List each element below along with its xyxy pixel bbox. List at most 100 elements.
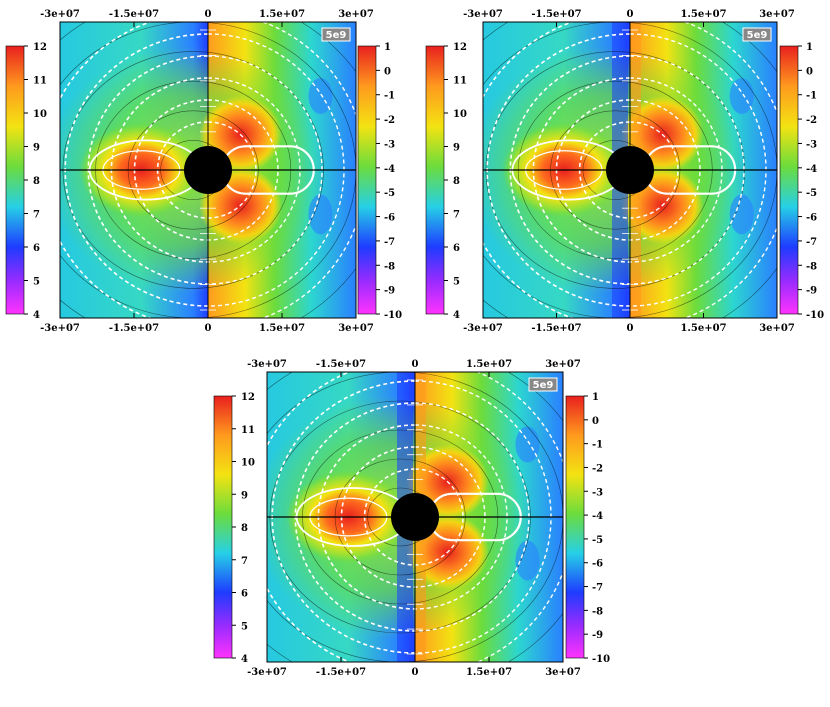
x-tick-label-top: 0 (627, 9, 634, 20)
left-colorbar (5, 45, 25, 315)
blue-streak-upper (729, 78, 754, 114)
plot-area (483, 22, 777, 318)
left-colorbar-label: 10 (453, 109, 467, 120)
left-colorbar-label: 4 (453, 310, 460, 321)
x-tick-label-top: -1.5e+07 (109, 9, 159, 20)
plot-area (267, 372, 563, 662)
right-colorbar-label: 0 (592, 416, 599, 427)
x-tick-label-top: 1.5e+07 (680, 9, 726, 20)
right-colorbar-label: -9 (592, 630, 603, 641)
time-badge-label: 5e9 (326, 30, 347, 41)
right-colorbar-label: -7 (384, 237, 395, 248)
right-colorbar-label: -6 (806, 213, 817, 224)
x-tick-label-bottom: 1.5e+07 (259, 323, 305, 334)
right-colorbar-label: -5 (384, 188, 395, 199)
right-colorbar-label: -4 (384, 164, 395, 175)
left-colorbar-label: 9 (33, 143, 40, 154)
central-body (606, 146, 654, 194)
left-colorbar-label: 6 (241, 589, 248, 600)
field-line-right (629, 77, 723, 263)
x-tick-label-bottom: 0 (205, 323, 212, 334)
x-tick-label-top: 3e+07 (759, 9, 795, 20)
x-tick-label-bottom: 3e+07 (338, 323, 374, 334)
time-badge-label: 5e9 (747, 30, 768, 41)
left-colorbar-label: 12 (241, 392, 255, 403)
right-colorbar-label: -3 (384, 139, 395, 150)
right-colorbar-label: -8 (806, 261, 817, 272)
time-badge (742, 27, 772, 42)
right-colorbar-label: -4 (806, 164, 817, 175)
right-colorbar-label: -4 (592, 511, 603, 522)
left-colorbar-label: 10 (241, 458, 255, 469)
right-colorbar-label: -3 (592, 487, 603, 498)
right-colorbar-label: -10 (806, 310, 824, 321)
left-colorbar (425, 45, 445, 315)
right-colorbar-label: 1 (384, 42, 391, 53)
right-colorbar-label: -3 (806, 139, 817, 150)
left-colorbar-label: 8 (453, 176, 460, 187)
panel-top-right: 5e9 -3e+07 -3e+07 -1.5e+07 -1.5e+07 0 0 1.5e+07… (425, 9, 824, 334)
left-colorbar-label: 12 (33, 42, 47, 53)
blue-streak-upper (515, 426, 540, 463)
right-colorbar-label: 0 (806, 66, 813, 77)
right-colorbar-label: -8 (384, 261, 395, 272)
x-tick-label-bottom: -1.5e+07 (109, 323, 159, 334)
left-colorbar-label: 10 (33, 109, 47, 120)
left-colorbar-label: 5 (33, 277, 40, 288)
right-colorbar-label: -10 (592, 654, 610, 665)
time-badge (321, 27, 351, 42)
field-line-right (261, 22, 356, 318)
left-colorbar-label: 4 (33, 310, 40, 321)
left-colorbar-label: 6 (453, 243, 460, 254)
blue-streak-lower (515, 540, 540, 581)
right-colorbar (357, 45, 377, 315)
x-tick-label-bottom: -3e+07 (463, 323, 503, 334)
x-tick-label-top: 3e+07 (338, 9, 374, 20)
x-tick-label-bottom: -3e+07 (40, 323, 80, 334)
left-colorbar-label: 9 (241, 490, 248, 501)
x-tick-label-bottom: -3e+07 (247, 667, 287, 678)
x-tick-label-bottom: 3e+07 (545, 667, 581, 678)
left-colorbar-label: 5 (453, 277, 460, 288)
field-line-right (414, 424, 508, 610)
x-tick-label-bottom: 0 (412, 667, 419, 678)
x-tick-label-bottom: -1.5e+07 (316, 667, 366, 678)
x-tick-label-bottom: 1.5e+07 (466, 667, 512, 678)
right-colorbar-label: -6 (592, 559, 603, 570)
field-line-right (475, 372, 563, 662)
right-colorbar-label: -9 (806, 286, 817, 297)
right-colorbar (565, 395, 585, 659)
right-colorbar-label: -10 (384, 310, 402, 321)
right-colorbar-label: 1 (592, 392, 599, 403)
left-colorbar-label: 7 (453, 210, 460, 221)
central-body (391, 493, 439, 541)
x-tick-label-top: 3e+07 (545, 359, 581, 370)
left-colorbar-label: 12 (453, 42, 467, 53)
right-colorbar (779, 45, 799, 315)
left-colorbar-label: 5 (241, 621, 248, 632)
left-colorbar-label: 7 (33, 210, 40, 221)
x-tick-label-top: 0 (205, 9, 212, 20)
x-tick-label-bottom: 0 (627, 323, 634, 334)
x-tick-label-top: -3e+07 (247, 359, 287, 370)
left-colorbar-label: 6 (33, 243, 40, 254)
right-colorbar-label: -5 (806, 188, 817, 199)
x-tick-label-top: -1.5e+07 (316, 359, 366, 370)
blue-streak-upper (308, 78, 333, 114)
x-tick-label-top: 1.5e+07 (466, 359, 512, 370)
field-line-left (483, 22, 575, 318)
left-colorbar-label: 8 (33, 176, 40, 187)
right-colorbar-label: -6 (384, 213, 395, 224)
right-colorbar-label: -7 (592, 583, 603, 594)
panel-bottom: 5e9 -3e+07 -3e+07 -1.5e+07 -1.5e+07 0 0 1.5e+07… (213, 359, 610, 678)
field-line-right (207, 77, 301, 263)
x-tick-label-bottom: 1.5e+07 (680, 323, 726, 334)
right-colorbar-label: -7 (806, 237, 817, 248)
field-line-left (267, 372, 352, 662)
right-colorbar-label: 0 (384, 66, 391, 77)
left-colorbar-label: 8 (241, 523, 248, 534)
blue-streak-lower (308, 194, 333, 235)
x-tick-label-top: -1.5e+07 (531, 9, 581, 20)
field-line-right (629, 121, 679, 219)
